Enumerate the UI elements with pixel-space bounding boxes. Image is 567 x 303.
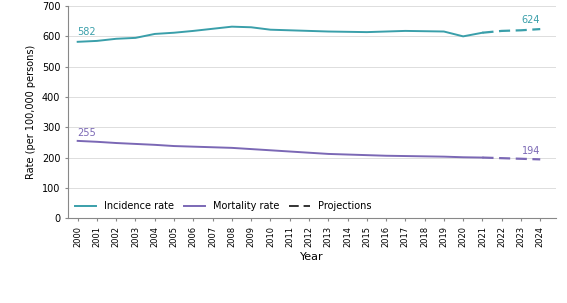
X-axis label: Year: Year bbox=[300, 252, 324, 262]
Text: 582: 582 bbox=[78, 27, 96, 37]
Text: 194: 194 bbox=[522, 146, 540, 156]
Legend: Incidence rate, Mortality rate, Projections: Incidence rate, Mortality rate, Projecti… bbox=[71, 198, 375, 215]
Text: 624: 624 bbox=[522, 15, 540, 25]
Y-axis label: Rate (per 100,000 persons): Rate (per 100,000 persons) bbox=[26, 45, 36, 179]
Text: 255: 255 bbox=[78, 128, 96, 138]
